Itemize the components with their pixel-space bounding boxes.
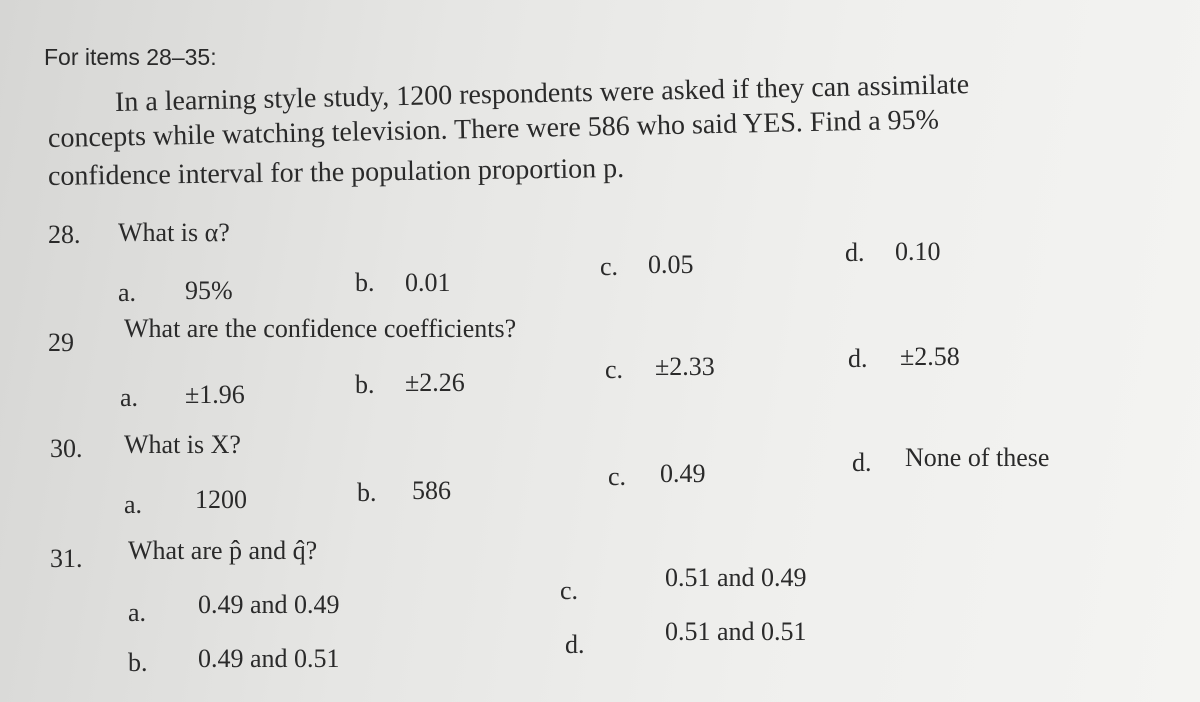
option-letter: d. [845, 238, 865, 267]
option-letter: a. [124, 490, 143, 519]
option-letter: b. [355, 268, 375, 297]
question-number: 30. [50, 434, 83, 463]
option-letter: c. [605, 355, 624, 384]
option-letter: d. [565, 630, 585, 659]
question-number: 29 [48, 328, 74, 357]
option-letter: d. [848, 344, 868, 373]
option-letter: b. [357, 478, 377, 507]
option-text: 0.51 and 0.51 [665, 617, 807, 646]
option-text: 0.05 [648, 250, 694, 279]
question-number: 31. [50, 544, 83, 573]
option-letter: c. [560, 576, 579, 605]
option-text: ±2.26 [405, 368, 465, 397]
question-text: What is X? [124, 430, 241, 459]
option-letter: a. [128, 598, 147, 627]
option-letter: b. [355, 370, 375, 399]
option-text: 0.10 [895, 237, 941, 266]
question-number: 28. [48, 220, 81, 249]
option-letter: c. [600, 252, 619, 281]
option-text: 95% [185, 276, 233, 305]
option-text: 1200 [195, 485, 247, 514]
option-letter: c. [608, 462, 627, 491]
question-text: What are p̂ and q̂? [128, 536, 318, 565]
option-letter: d. [852, 448, 872, 477]
problem-line: confidence interval for the population p… [47, 152, 625, 192]
option-text: 0.51 and 0.49 [665, 563, 807, 592]
option-text: None of these [905, 443, 1050, 472]
option-text: ±2.33 [655, 352, 715, 381]
option-text: 0.01 [405, 268, 451, 297]
header: For items 28–35: [44, 44, 217, 70]
option-text: 0.49 and 0.51 [198, 644, 340, 673]
option-text: 586 [412, 476, 451, 505]
option-text: 0.49 and 0.49 [198, 590, 340, 619]
option-text: ±2.58 [900, 342, 960, 371]
option-letter: a. [120, 383, 139, 412]
option-text: ±1.96 [185, 380, 245, 409]
option-text: 0.49 [660, 459, 706, 488]
option-letter: b. [128, 648, 148, 677]
option-letter: a. [118, 278, 137, 307]
question-text: What is α? [118, 218, 230, 247]
question-text: What are the confidence coefficients? [124, 314, 517, 343]
